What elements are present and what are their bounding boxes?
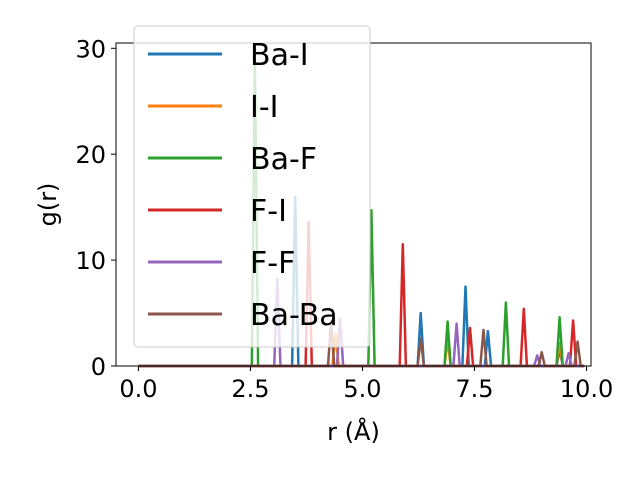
legend: Ba-I I-I Ba-F F-I F-F Ba-Ba: [133, 25, 371, 348]
y-tick-label: 20: [75, 141, 106, 169]
x-tick-label: 7.5: [455, 375, 493, 403]
legend-label: Ba-I: [250, 38, 309, 73]
legend-label: I-I: [250, 90, 279, 125]
y-tick-label: 30: [75, 35, 106, 63]
legend-label: F-I: [250, 194, 287, 229]
y-tick-label: 0: [91, 353, 106, 381]
x-tick-label: 10.0: [560, 375, 613, 403]
x-tick-label: 0.0: [119, 375, 157, 403]
series-line-ba-ba: [138, 320, 585, 368]
y-tick-label: 10: [75, 247, 106, 275]
x-tick-label: 5.0: [343, 375, 381, 403]
legend-label: Ba-Ba: [250, 298, 338, 333]
x-tick-label: 2.5: [231, 375, 269, 403]
legend-label: Ba-F: [250, 142, 317, 177]
x-axis-ticks: 0.0 2.5 5.0 7.5 10.0: [119, 366, 613, 403]
y-axis-label: g(r): [34, 183, 62, 227]
y-axis-ticks: 0 10 20 30: [75, 35, 116, 381]
legend-label: F-F: [250, 246, 295, 281]
x-axis-label: r (Å): [327, 417, 380, 446]
